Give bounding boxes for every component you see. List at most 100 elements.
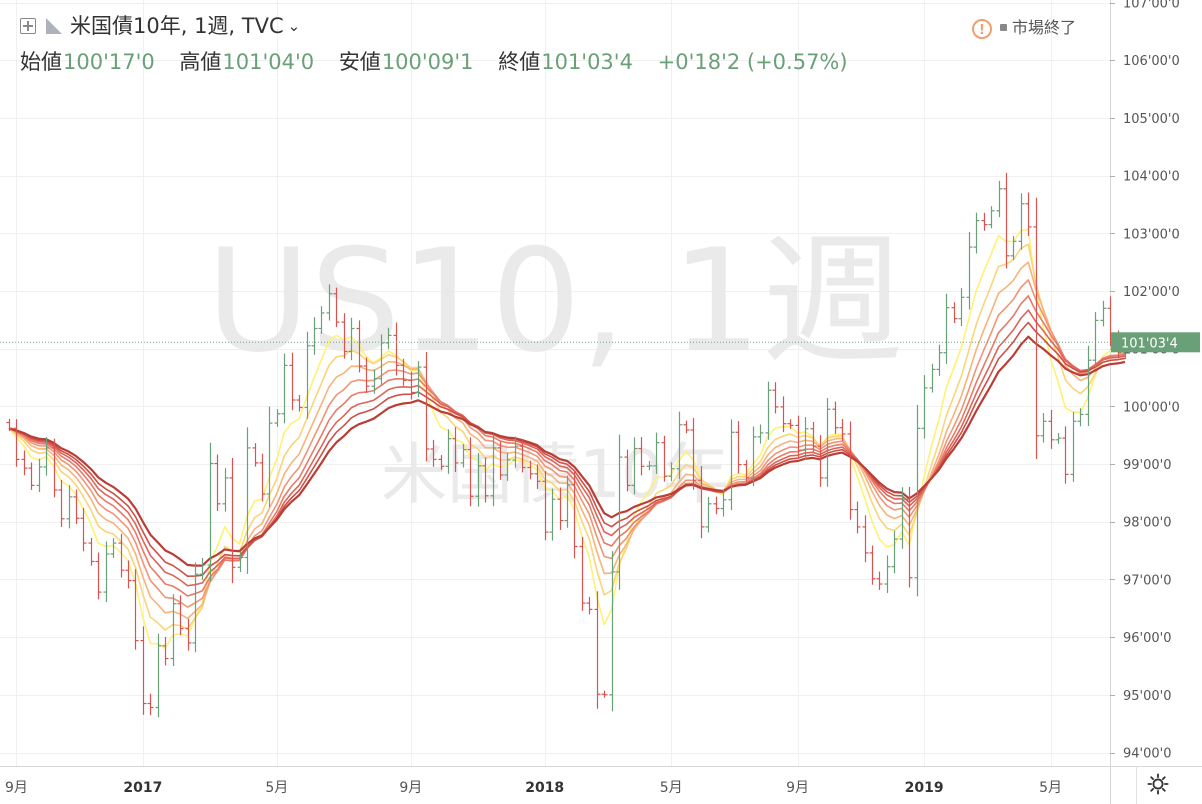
price-tick-label: 104'00'0 [1123,170,1180,185]
ohlc-bar [735,421,742,474]
ohlc-bar [244,427,251,574]
ohlc-bar [423,351,430,462]
ohlc-bar [817,435,824,487]
ohlc-bar [1055,433,1062,444]
ohlc-bar [438,455,445,470]
ohlc-bar [698,466,705,539]
ohlc-bar [229,458,236,584]
ohlc-bar [110,538,117,558]
ohlc-bar [304,331,311,419]
time-axis[interactable]: 9月 2017 5月 9月 2018 5月 9月 2019 5月 [5,780,1062,796]
watermark-symbol: US10, 1週 [206,219,903,384]
ohlc-bar [1092,312,1099,367]
ohlc-bar [1040,413,1047,443]
ohlc-bar [400,358,407,386]
ohlc-bar [147,693,154,716]
ohlc-bar [676,411,683,480]
market-status[interactable]: ! 市場終了 [972,14,1076,39]
ohlc-bar [504,452,511,481]
ohlc-bar [13,419,20,467]
ohlc-bar [549,488,556,541]
ohlc-bar [1100,300,1107,327]
ohlc-bar [824,398,831,487]
alert-circle-icon[interactable]: ! [972,19,992,39]
gear-icon[interactable] [1147,773,1169,795]
price-tick-label: 103'00'0 [1123,227,1180,242]
time-tick-label: 5月 [265,780,288,796]
ohlc-bar [996,180,1003,218]
ohlc-bar [177,595,184,636]
ohlc-bar [333,287,340,328]
last-price-label-box [1111,332,1200,353]
ohlc-bar [460,443,467,468]
high-label: 高値 [179,50,222,74]
time-tick-label: 9月 [5,780,28,796]
ohlc-bar [214,454,221,511]
time-tick-label: 2017 [123,780,162,796]
price-tick-label: 105'00'0 [1123,112,1180,127]
ohlc-bar [58,479,65,527]
symbol-row[interactable]: 米国債10年, 1週, TVC ⌄ [20,10,300,40]
price-tick-label: 100'00'0 [1123,400,1180,415]
flag-icon[interactable] [46,18,62,34]
ohlc-bar [132,569,139,650]
ohlc-bar [1018,193,1025,250]
ohlc-bar [378,334,385,386]
ohlc-bar [958,288,965,326]
chevron-down-icon[interactable]: ⌄ [287,17,301,35]
ohlc-bar [445,429,452,474]
ohlc-bar [966,231,973,310]
close-value: 101'03'4 [541,50,633,74]
open-label: 始値 [20,50,62,74]
ohlc-bar [311,317,318,355]
low-label: 安値 [338,50,381,74]
ohlc-bar [185,618,192,651]
ohlc-bar [274,409,281,427]
ohlc-bar [1033,197,1040,460]
ohlc-bar [199,557,206,580]
ohlc-bar [534,464,541,489]
ohlc-bar [467,437,474,507]
price-axis[interactable]: 94'00'0 95'00'0 96'00'0 97'00'0 98'00'0 99'00… [1110,0,1200,762]
ohlc-bar [921,375,928,439]
ohlc-bar [266,406,273,508]
ohlc-bar [51,438,58,498]
ohlc-bar [363,357,370,393]
ohlc-bar [862,515,869,563]
ohlc-bar [296,395,303,412]
ohlc-row: 始値100'17'0 高値101'04'0 安値100'09'1 終値101'0… [20,46,848,76]
time-tick-label: 2018 [525,780,564,796]
ohlc-bar [289,352,296,411]
ohlc-bar [482,457,489,503]
time-tick-label: 2019 [905,780,944,796]
ohlc-bar [787,419,794,429]
ohlc-bar [571,470,578,559]
ohlc-bar [631,437,638,495]
ohlc-bar [1025,192,1032,236]
ohlc-bar [624,449,631,492]
last-price-label[interactable]: 101'03'4 [1111,332,1200,353]
ohlc-bar [341,313,348,359]
symbol-title[interactable]: 米国債10年, 1週, TVC [70,14,284,38]
ohlc-bar [653,432,660,474]
ohlc-bar [512,436,519,468]
ohlc-bar [43,437,50,476]
ohlc-bar [683,420,690,434]
ohlc-bar [430,439,437,467]
ohlc-bar [66,485,73,529]
price-tick-label: 94'00'0 [1123,747,1172,762]
chart-legend: 米国債10年, 1週, TVC ⌄ 始値100'17'0 高値101'04'0 安… [0,0,1110,80]
ohlc-bar [609,551,616,712]
ohlc-bar [73,489,80,525]
price-tick-label: 107'00'0 [1123,0,1180,12]
ohlc-bar [810,422,817,452]
plus-square-icon[interactable] [20,18,36,34]
ohlc-bar [21,450,28,476]
ohlc-bar [690,417,697,490]
ohlc-bar [981,212,988,231]
ohlc-bar [1062,426,1069,484]
ohlc-bar [170,594,177,666]
ohlc-bar [720,489,727,517]
